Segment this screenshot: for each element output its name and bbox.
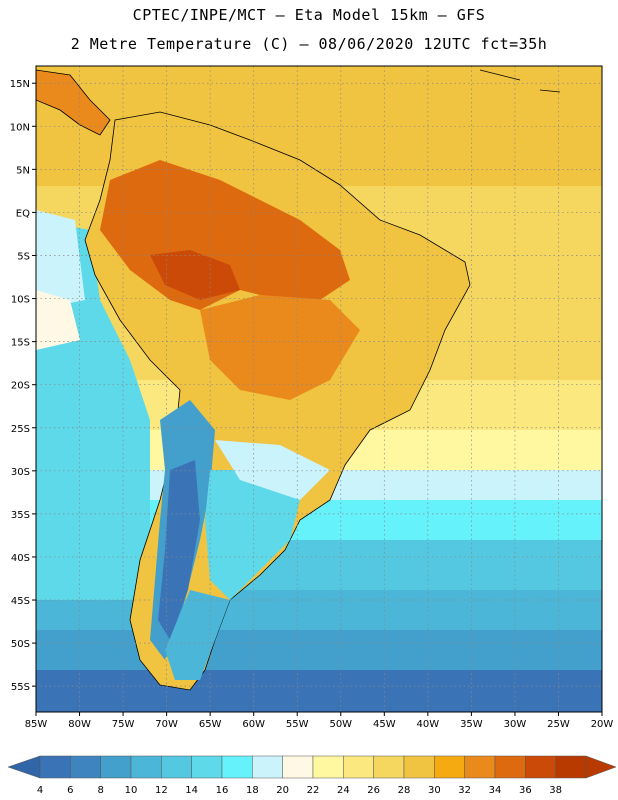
lon-tick-label: 45W	[373, 719, 396, 730]
lat-tick-label: 20S	[11, 381, 30, 392]
longitude-axis: 85W 80W 75W 70W 65W 60W 55W 50W 45W 40W 35W 30W 25W 2…	[25, 712, 614, 730]
colorbar-label: 20	[276, 785, 289, 796]
lat-tick-label: 5N	[16, 165, 30, 176]
colorbar-label: 36	[519, 785, 532, 796]
colorbar-swatch	[434, 755, 465, 779]
lat-tick-label: 5S	[17, 251, 30, 262]
colorbar-label: 26	[367, 785, 380, 796]
colorbar: 4 6 8 10 12 14 16 18 20 22 24 26 28 30 32 34 36 38	[7, 755, 617, 796]
colorbar-swatch	[252, 755, 283, 779]
colorbar-swatch	[373, 755, 405, 779]
lon-tick-label: 35W	[460, 719, 483, 730]
colorbar-swatch	[555, 755, 587, 779]
colorbar-swatch	[343, 755, 374, 779]
colorbar-swatch	[191, 755, 223, 779]
lat-tick-label: 35S	[11, 510, 30, 521]
colorbar-swatch	[312, 755, 344, 779]
colorbar-label: 8	[97, 785, 103, 796]
colorbar-label: 18	[246, 785, 259, 796]
lon-tick-label: 80W	[68, 719, 91, 730]
colorbar-label: 34	[489, 785, 502, 796]
colorbar-label: 22	[307, 785, 320, 796]
lon-tick-label: 55W	[286, 719, 309, 730]
colorbar-swatch	[130, 755, 162, 779]
lat-tick-label: 15N	[10, 79, 30, 90]
lon-tick-label: 20W	[591, 719, 614, 730]
lon-tick-label: 50W	[329, 719, 352, 730]
colorbar-swatch	[494, 755, 526, 779]
lat-tick-label: 55S	[11, 682, 30, 693]
lon-tick-label: 30W	[504, 719, 527, 730]
colorbar-label: 10	[125, 785, 138, 796]
lat-tick-label: EQ	[16, 208, 30, 219]
lon-tick-label: 75W	[112, 719, 135, 730]
colorbar-label: 6	[67, 785, 73, 796]
colorbar-label: 28	[398, 785, 411, 796]
lat-tick-label: 30S	[11, 467, 30, 478]
colorbar-swatch	[70, 755, 101, 779]
title-line-1: CPTEC/INPE/MCT – Eta Model 15km – GFS	[132, 6, 486, 24]
colorbar-label: 30	[428, 785, 441, 796]
colorbar-label: 14	[185, 785, 198, 796]
colorbar-swatch	[282, 755, 314, 779]
lon-tick-label: 60W	[242, 719, 265, 730]
colorbar-swatch	[161, 755, 192, 779]
lon-tick-label: 65W	[199, 719, 222, 730]
colorbar-label: 38	[549, 785, 562, 796]
colorbar-swatch	[100, 755, 132, 779]
lat-tick-label: 10S	[11, 295, 30, 306]
map-field	[36, 66, 602, 712]
colorbar-label: 4	[37, 785, 43, 796]
temperature-map: 15N 10N 5N EQ 5S 10S 15S 20S 25S 30S 35S 40S 45S 50S 5…	[10, 65, 614, 730]
lon-tick-label: 85W	[25, 719, 48, 730]
colorbar-label: 16	[216, 785, 229, 796]
lon-tick-label: 70W	[155, 719, 178, 730]
colorbar-swatch	[525, 755, 556, 779]
colorbar-swatch	[39, 755, 71, 779]
lon-tick-label: 25W	[547, 719, 570, 730]
colorbar-label: 32	[458, 785, 471, 796]
lat-tick-label: 15S	[11, 338, 30, 349]
colorbar-label: 12	[155, 785, 168, 796]
latitude-axis: 15N 10N 5N EQ 5S 10S 15S 20S 25S 30S 35S 40S 45S 50S 5…	[10, 79, 36, 693]
lat-tick-label: 50S	[11, 639, 30, 650]
lat-tick-label: 40S	[11, 553, 30, 564]
colorbar-label: 24	[337, 785, 350, 796]
lon-tick-label: 40W	[417, 719, 440, 730]
colorbar-low-arrow	[7, 755, 41, 779]
lat-tick-label: 25S	[11, 424, 30, 435]
map-frame	[35, 65, 603, 713]
colorbar-swatch	[403, 755, 435, 779]
colorbar-high-arrow	[585, 755, 617, 779]
title-line-2: 2 Metre Temperature (C) – 08/06/2020 12U…	[70, 35, 548, 53]
colorbar-swatch	[464, 755, 496, 779]
lat-tick-label: 45S	[11, 596, 30, 607]
lat-tick-label: 10N	[10, 122, 30, 133]
colorbar-swatch	[221, 755, 253, 779]
